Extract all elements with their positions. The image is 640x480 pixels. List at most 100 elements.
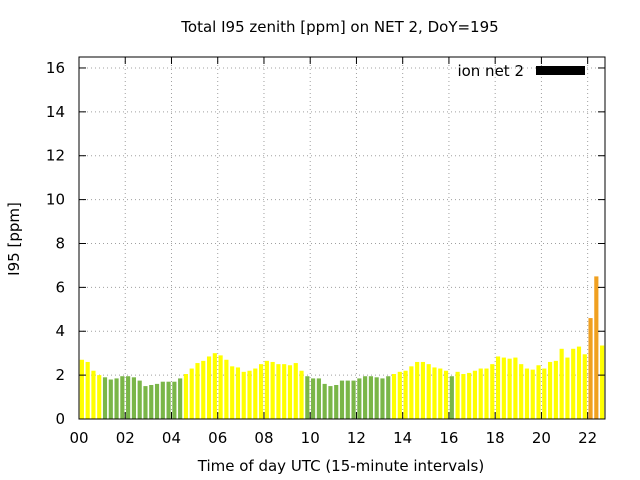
bar <box>363 376 368 419</box>
bar <box>322 383 327 419</box>
bar <box>351 380 356 419</box>
bar <box>467 372 472 419</box>
bar <box>507 358 512 419</box>
bar <box>606 324 610 419</box>
x-axis-label: Time of day UTC (15-minute intervals) <box>197 457 484 475</box>
bar <box>108 379 113 419</box>
bar <box>426 364 431 419</box>
bar <box>270 361 275 419</box>
bar <box>247 370 252 419</box>
bar <box>495 356 501 419</box>
y-tick-label: 12 <box>46 147 65 165</box>
bar <box>201 360 206 419</box>
chart-title: Total I95 zenith [ppm] on NET 2, DoY=195 <box>180 18 498 36</box>
x-tick-label: 20 <box>532 429 551 447</box>
bar <box>565 357 570 419</box>
bar <box>224 359 229 419</box>
bar <box>264 360 269 419</box>
legend: ion net 2 <box>457 62 585 80</box>
bar <box>397 371 402 419</box>
bar <box>143 386 148 419</box>
bar <box>501 357 506 419</box>
bar <box>85 361 90 419</box>
bar <box>472 370 478 419</box>
bar <box>582 354 587 419</box>
x-tick-label: 18 <box>486 429 505 447</box>
bar <box>166 381 171 419</box>
bar <box>553 360 558 419</box>
x-tick-label: 10 <box>301 429 320 447</box>
bar <box>126 376 131 419</box>
y-tick-label: 6 <box>55 278 65 296</box>
bar <box>403 370 408 419</box>
bar <box>172 381 177 419</box>
bar <box>339 380 345 419</box>
bar <box>154 383 160 419</box>
legend-label: ion net 2 <box>457 62 524 80</box>
bar <box>97 375 102 419</box>
bar <box>571 348 576 419</box>
bar <box>230 366 235 419</box>
y-tick-label: 14 <box>46 103 65 121</box>
bar <box>235 367 241 419</box>
grid-lines <box>79 57 605 419</box>
bar <box>345 380 350 419</box>
bar <box>189 368 194 419</box>
bar <box>206 356 212 419</box>
bar <box>438 368 443 419</box>
x-tick-label: 04 <box>162 429 181 447</box>
x-tick-label: 08 <box>254 429 273 447</box>
bar <box>559 348 564 419</box>
bar <box>594 276 599 419</box>
y-axis-label: I95 [ppm] <box>5 202 23 276</box>
bar <box>241 371 246 419</box>
y-tick-label: 4 <box>55 322 65 340</box>
bar <box>588 318 593 419</box>
bar <box>120 376 125 419</box>
x-tick-label: 14 <box>393 429 412 447</box>
bar <box>102 377 108 419</box>
bar <box>311 378 316 419</box>
bar <box>478 368 483 419</box>
bar <box>380 378 385 419</box>
bar <box>391 374 397 419</box>
bar <box>368 376 373 419</box>
bar <box>513 357 518 419</box>
bar <box>258 364 264 419</box>
bar <box>276 364 281 419</box>
bar <box>490 364 495 419</box>
axis-ticks <box>78 57 605 420</box>
bar <box>357 378 362 419</box>
bar <box>79 359 84 419</box>
bar <box>542 368 547 419</box>
bar <box>212 353 217 419</box>
bar <box>530 369 535 419</box>
bar <box>287 365 293 419</box>
bar <box>484 368 489 419</box>
bar <box>305 376 310 419</box>
legend-swatch <box>536 66 585 75</box>
bar <box>461 374 466 419</box>
bar <box>600 345 605 419</box>
bar <box>160 381 165 419</box>
x-tick-label: 00 <box>69 429 88 447</box>
bar <box>432 367 437 419</box>
y-tick-label: 0 <box>55 410 65 428</box>
x-tick-label: 06 <box>208 429 227 447</box>
bar <box>131 377 136 419</box>
bar <box>576 346 582 419</box>
bar <box>328 386 333 419</box>
bar <box>137 380 142 419</box>
bar <box>420 361 426 419</box>
bar <box>334 384 339 419</box>
bar <box>524 368 530 419</box>
x-tick-label: 12 <box>347 429 366 447</box>
bar <box>183 374 189 419</box>
bar <box>449 376 454 419</box>
y-tick-label: 8 <box>55 234 65 252</box>
bar <box>536 365 541 419</box>
bar <box>218 355 223 419</box>
bar <box>114 378 119 419</box>
bar <box>299 370 304 419</box>
